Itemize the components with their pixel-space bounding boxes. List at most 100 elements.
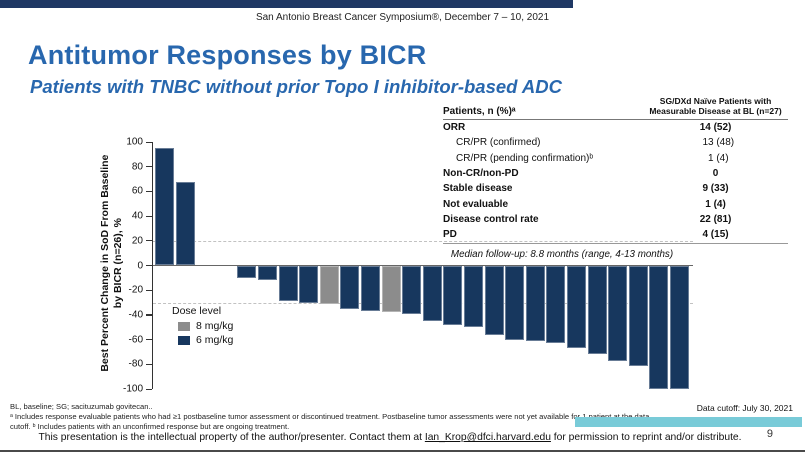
footer-text-pre: This presentation is the intellectual pr… — [38, 432, 425, 443]
slide-subtitle: Patients with TNBC without prior Topo I … — [30, 76, 563, 97]
y-tick-label: 40 — [131, 210, 143, 222]
waterfall-bar — [587, 265, 607, 355]
table-row: PD 4 (15) — [443, 227, 788, 242]
y-tick — [146, 314, 152, 316]
row-value: 22 (81) — [699, 214, 732, 226]
y-tick — [146, 388, 152, 390]
y-tick — [146, 166, 152, 168]
table-row: CR/PR (pending confirmation)ᵇ 1 (4) — [443, 150, 788, 165]
y-tick-label: 0 — [137, 260, 143, 271]
table-row: Stable disease 9 (33) — [443, 181, 788, 196]
row-value: 13 (48) — [702, 137, 735, 149]
row-label: Not evaluable — [443, 198, 509, 210]
threshold-line — [153, 240, 693, 242]
y-tick-label: -60 — [128, 334, 143, 346]
row-label: Non-CR/non-PD — [443, 167, 519, 179]
row-label: ORR — [443, 121, 466, 133]
y-tick-label: 100 — [126, 136, 143, 148]
y-tick — [146, 190, 152, 193]
waterfall-bar — [649, 265, 669, 389]
slide-title: Antitumor Responses by BICR — [28, 40, 427, 70]
waterfall-bar — [484, 265, 504, 335]
waterfall-bar — [422, 265, 442, 322]
y-tick — [146, 240, 152, 242]
waterfall-bar — [319, 265, 339, 304]
row-value: 0 — [712, 167, 719, 179]
y-tick-label: 80 — [131, 161, 143, 173]
top-accent-bar — [0, 0, 573, 8]
table-row: CR/PR (confirmed) 13 (48) — [443, 135, 788, 150]
y-tick-label: -40 — [128, 309, 143, 321]
footnote-abbreviations: BL, baseline; SG; sacituzumab govitecan.… — [10, 402, 153, 411]
waterfall-bar — [258, 265, 277, 281]
waterfall-bar — [464, 265, 483, 328]
results-table: Patients, n (%)ᵃ SG/DXd Naïve Patients w… — [443, 96, 788, 244]
row-value: 4 (15) — [702, 229, 729, 241]
y-tick-label: 20 — [131, 235, 143, 247]
waterfall-bar — [628, 265, 648, 366]
legend-title: Dose level — [172, 305, 222, 317]
waterfall-bar — [361, 265, 380, 312]
waterfall-bar — [278, 265, 298, 302]
table-row: ORR 14 (52) — [443, 120, 788, 135]
legend-swatch — [178, 335, 190, 345]
waterfall-bar — [237, 265, 257, 278]
y-tick-label: -100 — [122, 383, 143, 395]
footer-text-post: for permission to reprint and/or distrib… — [550, 432, 742, 443]
contact-email-link[interactable]: Ian_Krop@dfci.harvard.edu — [424, 432, 551, 443]
legend-item: 8 mg/kg — [178, 320, 233, 332]
y-tick — [146, 339, 152, 341]
row-label: CR/PR (pending confirmation)ᵇ — [456, 152, 594, 164]
footnote-ab: ᵃ Includes response evaluable patients w… — [10, 412, 650, 432]
waterfall-bar — [567, 265, 586, 349]
waterfall-bar — [670, 265, 689, 389]
y-tick-label: 60 — [131, 185, 143, 197]
row-label: Stable disease — [443, 183, 513, 195]
table-row: Non-CR/non-PD 0 — [443, 166, 788, 181]
y-tick-label: -80 — [128, 358, 143, 370]
row-label: PD — [443, 229, 457, 241]
copyright-footer: This presentation is the intellectual pr… — [0, 432, 780, 443]
y-tick — [146, 289, 152, 291]
page-number: 9 — [766, 428, 773, 440]
legend-items: 8 mg/kg 6 mg/kg — [172, 320, 233, 346]
footnotes: BL, baseline; SG; sacituzumab govitecan.… — [10, 402, 658, 432]
y-tick — [146, 215, 152, 217]
waterfall-bar — [299, 265, 319, 303]
y-tick-label: -20 — [128, 284, 143, 296]
waterfall-bar — [155, 148, 174, 266]
legend-label: 6 mg/kg — [196, 334, 234, 346]
table-col2-header: SG/DXd Naïve Patients with Measurable Di… — [649, 96, 782, 116]
results-table-body: ORR 14 (52) CR/PR (confirmed) 13 (48) CR/PR … — [443, 120, 788, 244]
legend-label: 8 mg/kg — [196, 320, 234, 332]
table-col1-header: Patients, n (%)ᵃ — [443, 105, 516, 117]
y-tick — [146, 363, 152, 365]
waterfall-bar — [505, 265, 525, 340]
teal-highlight-bar — [575, 417, 802, 427]
waterfall-bar — [340, 265, 360, 309]
row-value: 1 (4) — [705, 198, 726, 210]
row-value: 9 (33) — [702, 183, 729, 195]
y-tick — [146, 265, 152, 267]
data-cutoff-label: Data cutoff: July 30, 2021 — [696, 403, 793, 413]
median-followup-note: Median follow-up: 8.8 months (range, 4-1… — [450, 249, 674, 260]
legend-swatch — [178, 321, 190, 331]
row-value: 14 (52) — [699, 121, 732, 133]
table-row: Disease control rate 22 (81) — [443, 212, 788, 227]
waterfall-bar — [608, 265, 628, 361]
waterfall-bar — [525, 265, 545, 341]
results-table-header: Patients, n (%)ᵃ SG/DXd Naïve Patients w… — [443, 96, 788, 120]
row-value: 1 (4) — [708, 152, 729, 164]
row-label: CR/PR (confirmed) — [456, 137, 541, 149]
waterfall-bar — [443, 265, 463, 325]
waterfall-bar — [381, 265, 401, 313]
legend-item: 6 mg/kg — [178, 334, 233, 346]
waterfall-bar — [402, 265, 422, 314]
waterfall-bar — [175, 181, 195, 266]
table-row: Not evaluable 1 (4) — [443, 196, 788, 211]
dose-legend: Dose level 8 mg/kg 6 mg/kg — [172, 305, 233, 348]
bottom-divider — [0, 450, 805, 452]
y-tick — [146, 141, 152, 143]
waterfall-plot: 100 80 60 40 20 0 -20 -40 -60 -80 -100 — [123, 137, 693, 395]
